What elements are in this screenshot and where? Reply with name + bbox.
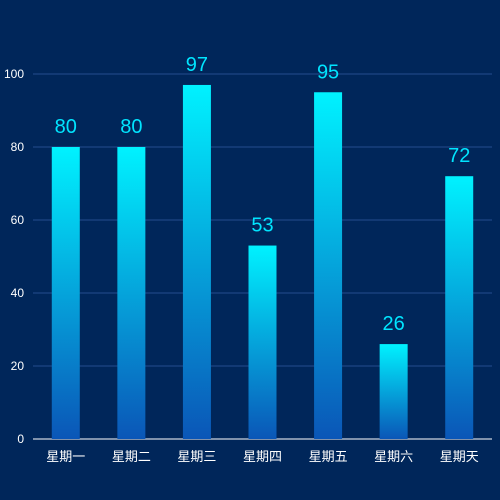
bar-value-label-4: 53 [251, 215, 273, 237]
bar-value-label-1: 80 [55, 116, 77, 138]
bar-4 [248, 245, 277, 439]
bar-value-label-7: 72 [448, 145, 470, 167]
bar-3 [182, 84, 211, 439]
bar-5 [314, 92, 343, 439]
bar-value-label-3: 97 [186, 54, 208, 76]
bar-7 [445, 176, 474, 439]
y-tick-label-100: 100 [4, 67, 24, 81]
x-tick-label-7: 星期天 [440, 449, 479, 464]
y-tick-label-60: 60 [11, 213, 25, 227]
bar-2 [117, 147, 146, 439]
bar-value-label-5: 95 [317, 61, 339, 83]
bar-1 [51, 147, 80, 439]
y-tick-label-0: 0 [17, 432, 24, 446]
x-tick-label-1: 星期一 [46, 449, 85, 464]
x-tick-label-2: 星期二 [112, 449, 151, 464]
y-tick-label-40: 40 [11, 286, 25, 300]
bar-value-label-6: 26 [383, 313, 405, 335]
bar-value-label-2: 80 [120, 116, 142, 138]
x-tick-label-4: 星期四 [243, 449, 282, 464]
x-tick-label-3: 星期三 [177, 449, 216, 464]
y-tick-label-80: 80 [11, 140, 25, 154]
x-tick-label-6: 星期六 [374, 449, 413, 464]
bar-6 [379, 344, 408, 439]
x-tick-label-5: 星期五 [309, 449, 348, 464]
y-tick-label-20: 20 [11, 359, 25, 373]
